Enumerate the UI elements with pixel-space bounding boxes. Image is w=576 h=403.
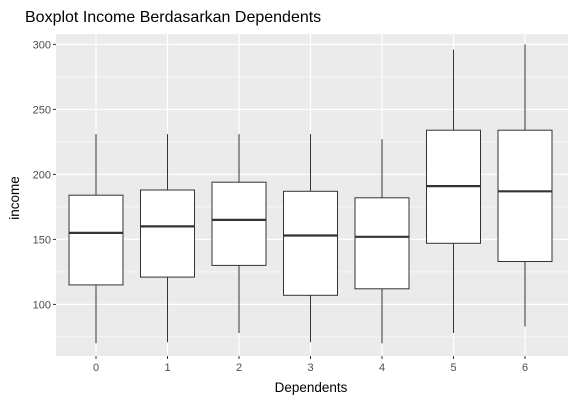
box-0 [68,134,124,344]
y-tick-label: 100 [33,299,51,311]
y-tick-label: 150 [33,234,51,246]
x-tick-label: 0 [93,362,99,374]
box-rect [211,181,267,266]
x-axis: 0 1 2 3 4 5 6 [93,356,528,374]
box-5 [426,49,481,333]
x-tick-label: 3 [307,362,313,374]
x-tick-label: 2 [236,362,242,374]
y-tick-label: 300 [33,39,51,51]
box-4 [354,139,410,344]
box-3 [283,134,338,343]
y-tick-label: 250 [33,104,51,116]
box-2 [211,134,267,333]
box-rect [140,189,195,278]
box-6 [497,44,553,327]
x-tick-label: 5 [450,362,456,374]
box-rect [497,129,553,262]
chart-title: Boxplot Income Berdasarkan Dependents [25,9,321,26]
x-tick-label: 1 [164,362,170,374]
x-tick-label: 4 [379,362,385,374]
box-rect [354,197,410,290]
y-axis: 100 150 200 250 300 [33,39,56,311]
y-tick-label: 200 [33,169,51,181]
x-tick-label: 6 [522,362,528,374]
x-axis-title: Dependents [275,380,348,395]
boxes [68,44,553,344]
box-rect [283,190,338,296]
box-rect [68,194,124,286]
box-1 [140,134,195,343]
y-axis-title: income [7,176,22,220]
